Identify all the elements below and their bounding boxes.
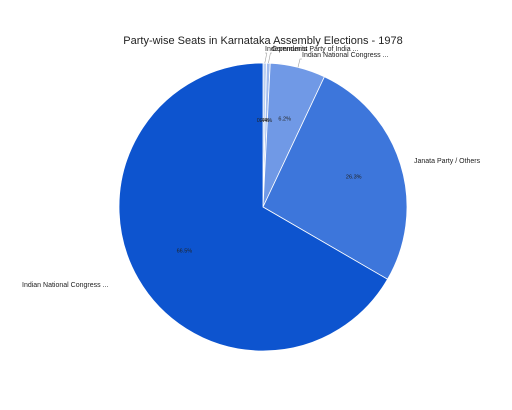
leader-lines (264, 52, 302, 68)
slice-name-label: Indian National Congress ... (22, 282, 108, 289)
chart-title: Party-wise Seats in Karnataka Assembly E… (123, 35, 402, 47)
slice-value-label: 6.2% (278, 116, 291, 122)
slice-value-label: 0.4% (257, 118, 270, 124)
slice-name-label: Communist Party of India ... (272, 46, 358, 53)
slice-name-label: Janata Party / Others (414, 158, 481, 165)
slice-value-label: 0.4% (260, 118, 273, 124)
pie-slices (118, 62, 408, 352)
slice-name-label: Indian National Congress ... (302, 52, 388, 59)
slice-value-label: 26.3% (346, 175, 362, 181)
leader-line (297, 58, 302, 68)
slice-value-label: 66.5% (177, 248, 193, 254)
pie-slice (118, 62, 389, 352)
leader-line (264, 52, 268, 64)
leader-line (268, 52, 272, 64)
pie-slice (262, 76, 408, 280)
slice-value-labels: 0.4%0.4% 6.2%26.3%66.5% (177, 116, 362, 254)
slice-name-label: Independents (265, 46, 308, 53)
